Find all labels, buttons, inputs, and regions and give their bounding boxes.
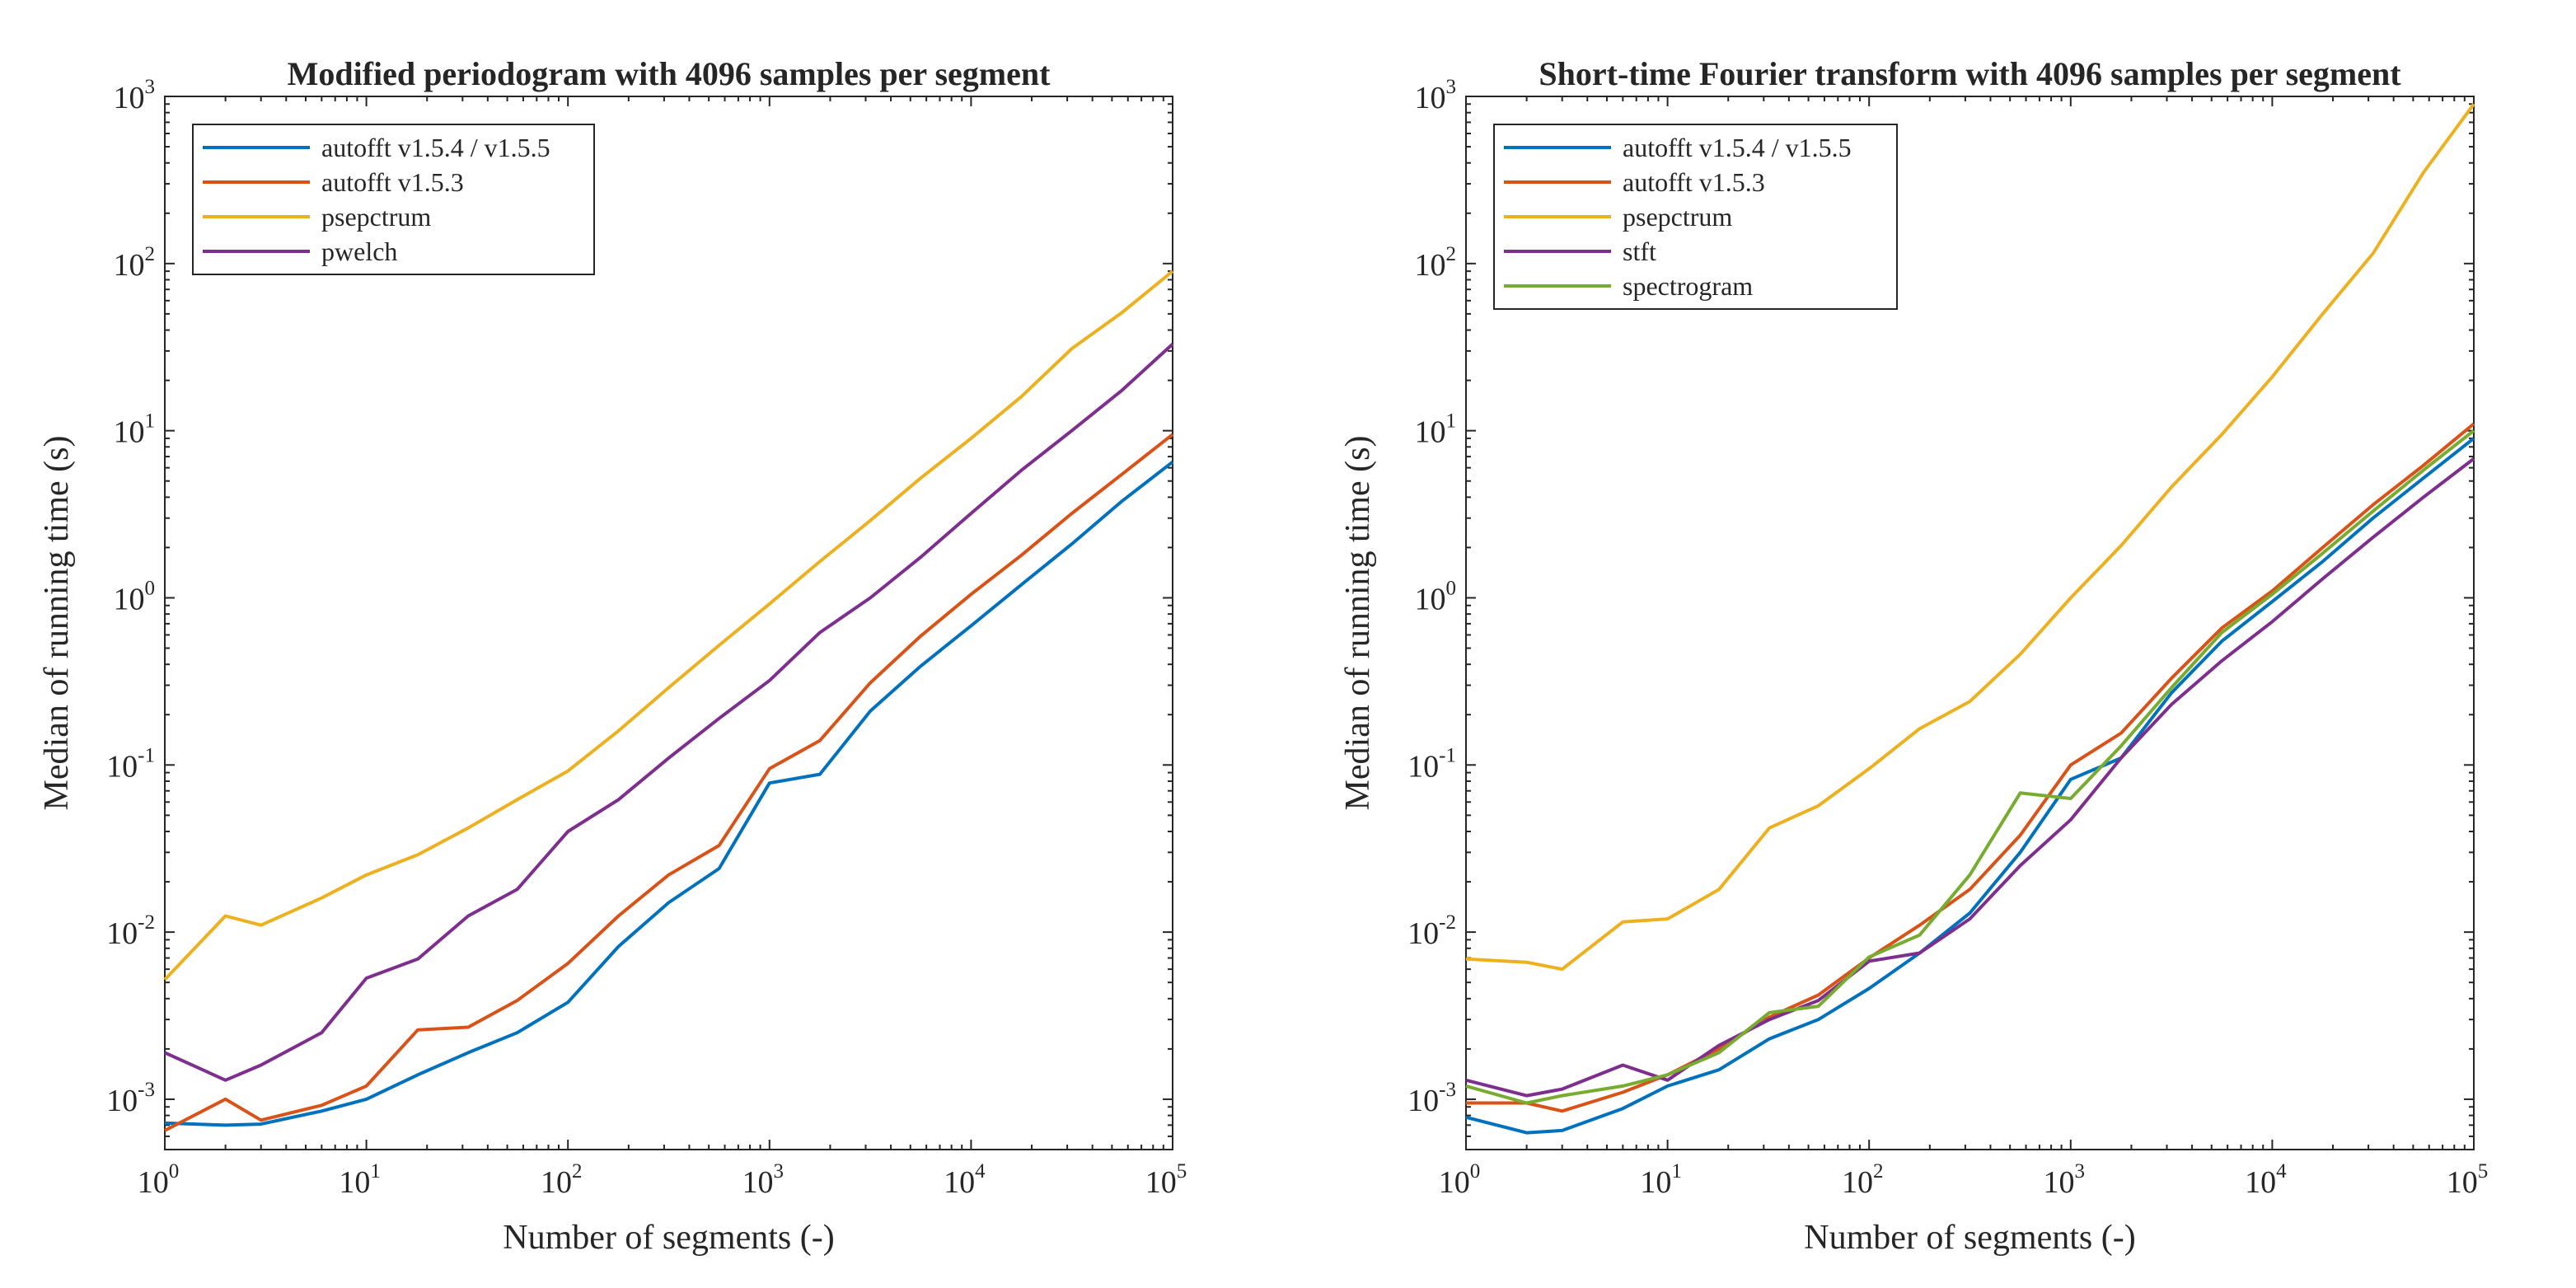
x-tick-label: 102 bbox=[541, 1160, 583, 1200]
legend-label: autofft v1.5.3 bbox=[1623, 167, 1765, 197]
x-tick-label: 100 bbox=[1439, 1160, 1481, 1200]
chart-title: Short-time Fourier transform with 4096 s… bbox=[1539, 55, 2401, 92]
legend-label: pwelch bbox=[321, 237, 397, 266]
y-tick-label: 101 bbox=[114, 410, 156, 450]
series-line-1 bbox=[164, 461, 1174, 1127]
y-tick-label: 10-3 bbox=[106, 1079, 155, 1118]
y-tick-label: 100 bbox=[1415, 577, 1457, 616]
x-axis-label: Number of segments (-) bbox=[503, 1219, 834, 1257]
x-tick-label: 105 bbox=[1145, 1160, 1187, 1200]
y-tick-label: 103 bbox=[1415, 76, 1457, 115]
x-tick-label: 104 bbox=[2245, 1160, 2287, 1200]
series-group bbox=[163, 269, 1174, 1132]
y-tick-label: 10-2 bbox=[1407, 911, 1456, 951]
x-axis-label: Number of segments (-) bbox=[1804, 1219, 2135, 1257]
x-tick-label: 103 bbox=[2044, 1160, 2086, 1200]
y-tick-label: 102 bbox=[1415, 243, 1457, 283]
y-tick-label: 10-1 bbox=[106, 744, 155, 784]
y-tick-label: 100 bbox=[114, 577, 156, 616]
x-ticks bbox=[164, 96, 1173, 1150]
series-line-4 bbox=[164, 343, 1174, 1082]
legend-label: autofft v1.5.4 / v1.5.5 bbox=[321, 133, 550, 162]
x-tick-label: 101 bbox=[1640, 1160, 1682, 1200]
legend-label: psepctrum bbox=[321, 202, 431, 232]
chart-2: 100 101 102 103 104 105 10-3 10-2 10-1 100 101 102 1… bbox=[1339, 55, 2488, 1257]
x-tick-label: 104 bbox=[944, 1160, 986, 1200]
x-tick-label: 100 bbox=[138, 1160, 180, 1200]
x-tick-label: 105 bbox=[2447, 1160, 2489, 1200]
series-line-3 bbox=[1465, 103, 2475, 972]
y-axis-label: Median of running time (s) bbox=[38, 436, 76, 811]
legend-label: spectrogram bbox=[1623, 271, 1753, 301]
x-tick-label: 103 bbox=[742, 1160, 785, 1200]
series-line-5 bbox=[1465, 429, 2475, 1105]
y-tick-label: 102 bbox=[114, 243, 156, 283]
series-line-1 bbox=[1465, 437, 2475, 1135]
legend-box bbox=[1493, 124, 1898, 310]
series-line-2 bbox=[164, 433, 1174, 1132]
legend: autofft v1.5.4 / v1.5.5 autofft v1.5.3 pse… bbox=[192, 124, 595, 275]
y-tick-label: 103 bbox=[114, 76, 156, 115]
series-line-4 bbox=[1465, 457, 2475, 1098]
y-tick-label: 10-2 bbox=[106, 911, 155, 951]
legend-box bbox=[192, 124, 595, 275]
x-tick-label: 102 bbox=[1842, 1160, 1884, 1200]
series-line-2 bbox=[1466, 422, 2475, 1113]
legend-label: stft bbox=[1623, 237, 1656, 266]
legend-label: autofft v1.5.4 / v1.5.5 bbox=[1623, 133, 1852, 162]
legend-label: psepctrum bbox=[1623, 202, 1732, 232]
y-ticks bbox=[1466, 96, 2474, 1150]
x-tick-label: 101 bbox=[339, 1160, 381, 1200]
y-tick-label: 10-3 bbox=[1407, 1079, 1456, 1118]
y-tick-label: 101 bbox=[1415, 410, 1457, 450]
chart-1: 100 101 102 103 104 105 10-3 10-2 10-1 100 101 102 1… bbox=[38, 55, 1187, 1257]
series-group bbox=[1465, 103, 2475, 1135]
legend-label: autofft v1.5.3 bbox=[321, 167, 464, 197]
y-tick-label: 10-1 bbox=[1407, 744, 1456, 784]
chart-title: Modified periodogram with 4096 samples p… bbox=[288, 55, 1051, 92]
series-line-3 bbox=[163, 269, 1174, 981]
y-axis-label: Median of running time (s) bbox=[1339, 436, 1377, 811]
legend: autofft v1.5.4 / v1.5.5 autofft v1.5.3 pse… bbox=[1493, 124, 1898, 310]
